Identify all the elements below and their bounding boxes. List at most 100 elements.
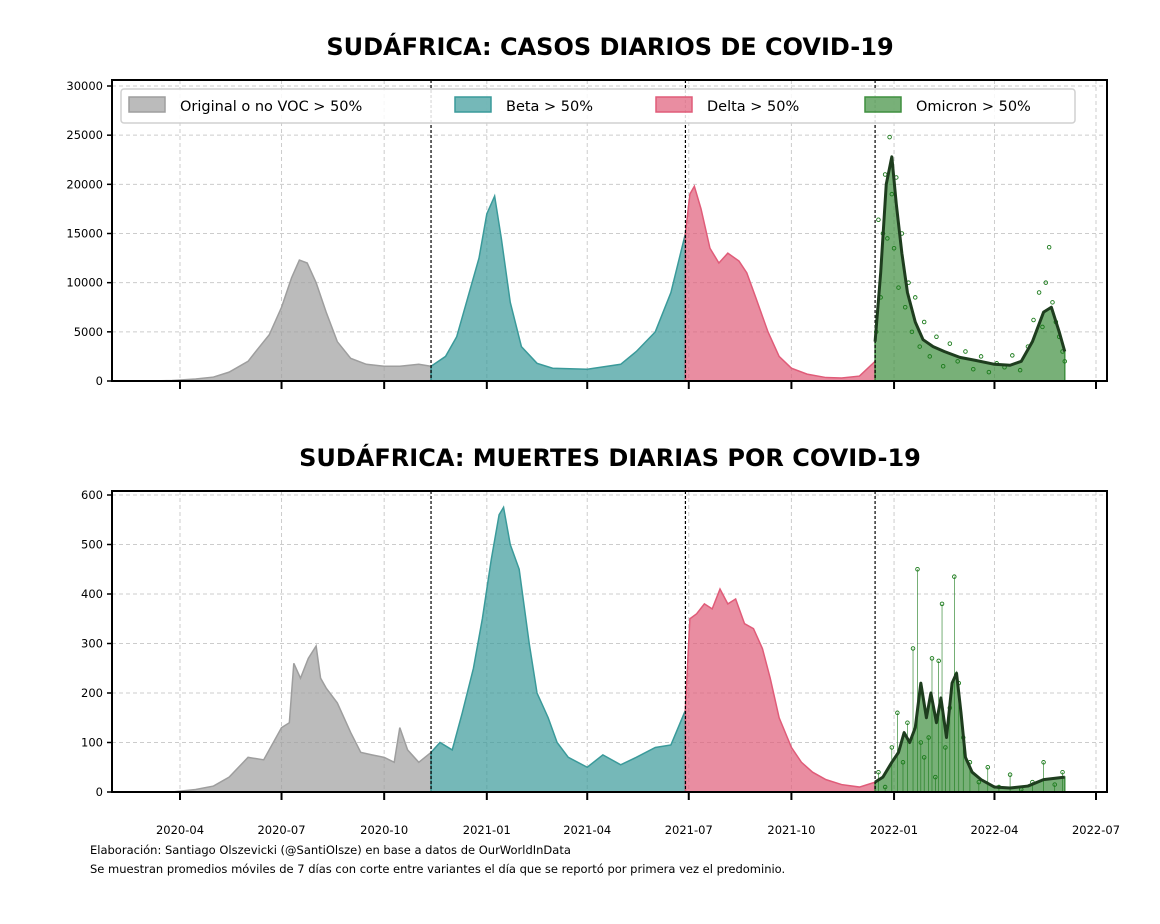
omicron-daily-point — [876, 769, 881, 775]
beta-area — [430, 193, 687, 382]
omicron-daily-point — [1041, 760, 1046, 765]
omicron-daily-point — [1010, 353, 1015, 358]
legend-swatch-original — [128, 96, 166, 113]
delta-area — [684, 587, 876, 793]
x-tick-label: 2022-04 — [970, 823, 1018, 837]
omicron-daily-point — [927, 354, 933, 359]
omicron-daily-point — [1031, 317, 1036, 323]
omicron-daily-point — [900, 760, 906, 765]
omicron-daily-point — [934, 334, 939, 340]
legend-swatch-omicron — [864, 96, 902, 113]
omicron-daily-point — [976, 779, 982, 785]
legend-swatch-delta — [655, 96, 693, 113]
legend: Original o no VOC > 50% Beta > 50% Delta >… — [120, 88, 1076, 124]
omicron-daily-point — [918, 740, 924, 745]
plot-frame — [111, 490, 1108, 793]
omicron-daily-point — [891, 245, 897, 251]
omicron-daily-point — [887, 134, 892, 140]
y-tick-label: 0 — [96, 374, 103, 388]
omicron-daily-point — [947, 341, 953, 346]
omicron-daily-point — [952, 574, 957, 579]
y-tick-label: 400 — [81, 587, 103, 601]
omicron-daily-point — [955, 359, 960, 364]
y-tick-label: 30000 — [66, 79, 103, 93]
x-tick-label: 2022-07 — [1072, 823, 1120, 837]
omicron-daily-point — [985, 765, 991, 770]
omicron-daily-point — [921, 319, 927, 325]
omicron-average-line — [874, 671, 1065, 790]
cases-panel: SUDÁFRICA: CASOS DIARIOS DE COVID-19 0 50… — [66, 32, 1108, 389]
omicron-daily-point — [882, 784, 888, 790]
omicron-daily-point — [889, 745, 895, 750]
footer-credit: Elaboración: Santiago Olszevicki (@Santi… — [90, 843, 571, 857]
omicron-daily-point — [929, 656, 935, 661]
y-tick-label: 500 — [81, 538, 103, 552]
legend-label-original: Original o no VOC > 50% — [180, 99, 362, 115]
omicron-daily-point — [926, 735, 931, 740]
y-tick-label: 200 — [81, 686, 103, 700]
x-tick-label: 2020-07 — [257, 823, 305, 837]
legend-label-omicron: Omicron > 50% — [916, 99, 1031, 115]
y-tick-label: 100 — [81, 736, 103, 750]
deaths-panel: SUDÁFRICA: MUERTES DIARIAS POR COVID-19 … — [81, 443, 1120, 837]
omicron-daily-point — [1046, 245, 1052, 250]
omicron-daily-point — [895, 710, 900, 716]
y-tick-label: 15000 — [66, 227, 103, 241]
omicron-daily-point — [963, 349, 968, 354]
omicron-daily-point — [1040, 324, 1045, 330]
omicron-daily-point — [921, 755, 927, 760]
x-tick-label: 2020-04 — [156, 823, 204, 837]
y-tick-label: 0 — [96, 785, 103, 799]
x-tick-label: 2021-10 — [767, 823, 815, 837]
omicron-daily-point — [1052, 782, 1057, 787]
footer-note: Se muestran promedios móviles de 7 días … — [90, 862, 786, 876]
x-tick-label: 2021-07 — [665, 823, 713, 837]
omicron-daily-point — [1043, 280, 1049, 285]
omicron-daily-point — [909, 329, 915, 335]
omicron-daily-point — [917, 344, 922, 349]
omicron-daily-point — [971, 366, 976, 372]
omicron-daily-point — [915, 567, 920, 572]
omicron-daily-point — [933, 774, 938, 780]
y-tick-label: 5000 — [74, 325, 103, 339]
beta-area — [430, 505, 687, 793]
omicron-daily-point — [1036, 290, 1042, 295]
delta-area — [684, 184, 876, 382]
deaths-chart-title: SUDÁFRICA: MUERTES DIARIAS POR COVID-19 — [299, 443, 921, 472]
y-tick-label: 300 — [81, 637, 103, 651]
legend-swatch-beta — [454, 96, 492, 113]
omicron-average-line — [873, 155, 1067, 367]
x-tick-label: 2021-01 — [463, 823, 511, 837]
omicron-daily-point — [978, 354, 984, 359]
omicron-daily-point — [1007, 772, 1013, 777]
original-area — [149, 259, 432, 382]
omicron-daily-point — [882, 172, 888, 177]
omicron-daily-point — [1060, 769, 1065, 775]
omicron-daily-point — [876, 217, 881, 222]
omicron-daily-point — [902, 305, 908, 310]
y-tick-label: 600 — [81, 488, 103, 502]
cases-chart-title: SUDÁFRICA: CASOS DIARIOS DE COVID-19 — [326, 32, 893, 61]
original-area — [172, 643, 432, 793]
y-tick-label: 10000 — [66, 276, 103, 290]
omicron-daily-point — [1062, 359, 1068, 364]
omicron-daily-point — [889, 191, 895, 197]
legend-label-delta: Delta > 50% — [707, 99, 799, 115]
omicron-daily-point — [1017, 367, 1023, 373]
x-tick-label: 2021-04 — [563, 823, 611, 837]
omicron-daily-point — [913, 295, 918, 300]
omicron-daily-point — [905, 720, 910, 725]
plot-frame — [111, 79, 1108, 382]
omicron-daily-point — [936, 658, 941, 664]
y-tick-label: 20000 — [66, 177, 103, 191]
legend-box — [120, 88, 1076, 124]
legend-label-beta: Beta > 50% — [506, 99, 593, 115]
omicron-daily-point — [986, 369, 992, 375]
omicron-daily-point — [939, 601, 945, 607]
omicron-daily-point — [940, 364, 946, 369]
omicron-daily-point — [896, 285, 901, 290]
omicron-daily-point — [1050, 300, 1055, 305]
omicron-daily-point — [910, 646, 916, 651]
x-tick-label: 2022-01 — [870, 823, 918, 837]
